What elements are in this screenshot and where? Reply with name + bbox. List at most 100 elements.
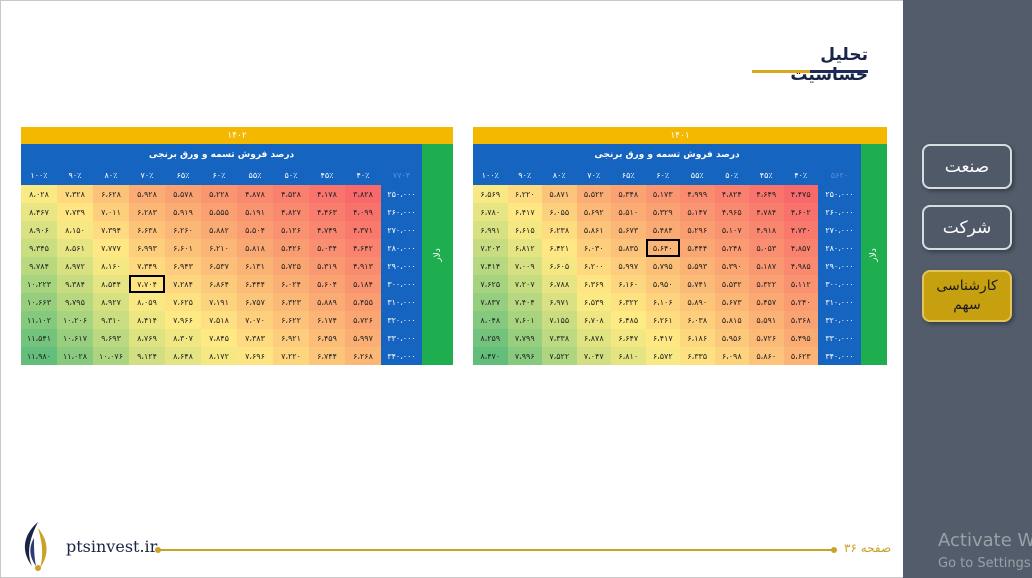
table-cell: ۷،۸۳۷: [473, 293, 508, 311]
table-cell: ۵،۱۴۷: [680, 203, 715, 221]
table-cell: ۶،۴۲۱: [542, 239, 577, 257]
column-header: ۴۰٪: [345, 165, 381, 185]
table-cell: ۸،۰۴۸: [473, 311, 508, 329]
column-header: ۴۵٪: [309, 165, 345, 185]
table-cell: ۵،۶۲۳: [783, 347, 818, 365]
table-cell: ۷،۰۰۹: [507, 257, 542, 275]
sidebar-item-stock-valuation[interactable]: کارشناسی سهم: [922, 270, 1012, 322]
table-cell: ۶،۷۰۸: [576, 311, 611, 329]
table-cell: ۵،۷۹۵: [645, 257, 680, 275]
table-cell: ۵،۰۳۴: [309, 239, 345, 257]
table-cell: ۱۰،۰۷۶: [93, 347, 129, 365]
table-cell: ۸،۶۴۸: [165, 347, 201, 365]
table-cell: ۵،۱۷۳: [645, 185, 680, 203]
column-header: ۱۰۰٪: [21, 165, 57, 185]
table-cell: ۷،۲۲۰: [273, 347, 309, 365]
row-header: ۲۸۰،۰۰۰: [381, 239, 422, 257]
table-cell: ۸،۴۱۴: [129, 311, 165, 329]
table-cell: ۶،۰۲۴: [273, 275, 309, 293]
row-header: ۳۳۰،۰۰۰: [381, 329, 422, 347]
table-cell: ۶،۱۶۰: [611, 275, 646, 293]
table-cell: ۴،۹۶۵: [714, 203, 749, 221]
table-cell: ۴،۹۹۹: [680, 185, 715, 203]
row-header: ۲۵۰،۰۰۰: [381, 185, 422, 203]
table-cell: ۶،۱۸۶: [680, 329, 715, 347]
table-cell: ۵،۸۸۲: [201, 221, 237, 239]
table-cell: ۷،۳۲۸: [57, 185, 93, 203]
column-header: ۱۰۰٪: [473, 165, 508, 185]
table-cell: ۷،۷۹۹: [507, 329, 542, 347]
table-cell: ۸،۳۰۷: [165, 329, 201, 347]
table-cell: ۱۱،۹۸۰: [21, 347, 57, 365]
table-cell: ۸،۰۲۸: [21, 185, 57, 203]
table-cell: ۴،۸۲۷: [273, 203, 309, 221]
column-header: ۶۰٪: [645, 165, 680, 185]
year-header: ۱۴۰۱: [473, 127, 887, 144]
table-cell: ۷،۰۷۰: [237, 311, 273, 329]
table-cell: ۵،۳۱۹: [309, 257, 345, 275]
table-cell: ۴،۶۴۹: [749, 185, 784, 203]
table-cell: ۷،۱۵۵: [542, 311, 577, 329]
table-cell: ۵،۲۹۶: [680, 221, 715, 239]
table-cell: ۹،۶۹۳: [93, 329, 129, 347]
table-cell: ۵،۸۷۱: [542, 185, 577, 203]
column-header: ۶۰٪: [201, 165, 237, 185]
table-cell: ۵،۸۶۱: [576, 221, 611, 239]
table-cell: ۴،۹۱۳: [345, 257, 381, 275]
table-cell: ۸،۴۷۰: [473, 347, 508, 365]
table-cell: ۵،۵۰۴: [237, 221, 273, 239]
table-cell: ۷،۶۲۵: [473, 275, 508, 293]
table-cell: ۵،۵۷۸: [165, 185, 201, 203]
table-cell: ۶،۹۹۱: [473, 221, 508, 239]
table-cell: ۶،۳۳۵: [680, 347, 715, 365]
table-cell: ۵،۷۴۱: [680, 275, 715, 293]
table-cell: ۱۰،۶۶۳: [21, 293, 57, 311]
table-cell: ۸،۱۵۰: [57, 221, 93, 239]
sidebar-item-company[interactable]: شرکت: [922, 205, 1012, 250]
row-header: ۲۷۰،۰۰۰: [381, 221, 422, 239]
table-cell: ۵،۳۴۸: [611, 185, 646, 203]
website-link[interactable]: ptsinvest.ir: [66, 537, 158, 556]
row-header: ۳۳۰،۰۰۰: [818, 329, 861, 347]
table-cell: ۶،۵۷۲: [645, 347, 680, 365]
row-header: ۳۲۰،۰۰۰: [818, 311, 861, 329]
table-cell: ۵،۲۴۰: [783, 293, 818, 311]
table-cell: ۵،۹۹۷: [345, 329, 381, 347]
sensitivity-table-1401: ۱۴۰۱ درصد فروش تسمه و ورق برنجی دلار ۵۶۲۰ ۴۰…: [473, 127, 887, 367]
column-header: ۴۰٪: [783, 165, 818, 185]
table-cell: ۴،۶۴۲: [345, 239, 381, 257]
table-cell: ۴،۶۰۲: [783, 203, 818, 221]
table-cell: ۷،۴۱۴: [473, 257, 508, 275]
table-cell: ۸،۵۶۱: [57, 239, 93, 257]
table-cell: ۵،۶۷۳: [611, 221, 646, 239]
table-cell: ۷،۹۶۶: [165, 311, 201, 329]
table-cell: ۴،۴۷۵: [783, 185, 818, 203]
table-cell: ۶،۴۴۴: [237, 275, 273, 293]
table-cell: ۶،۶۴۷: [611, 329, 646, 347]
table-cell: ۵،۹۵۶: [714, 329, 749, 347]
table-cell: ۷،۳۳۸: [542, 329, 577, 347]
table-cell: ۴،۸۷۸: [237, 185, 273, 203]
table-cell: ۹،۷۸۴: [21, 257, 57, 275]
table-cell: ۶،۳۲۳: [273, 293, 309, 311]
table-cell: ۶،۱۳۱: [237, 257, 273, 275]
table-cell: ۶،۴۸۵: [611, 311, 646, 329]
table-cell: ۵،۸۹۰: [680, 293, 715, 311]
table-cell: ۵،۱۸۴: [345, 275, 381, 293]
table-cell: ۶،۰۳۸: [680, 311, 715, 329]
table-cell: ۸،۱۶۰: [93, 257, 129, 275]
table-cell: ۵،۸۱۵: [714, 311, 749, 329]
column-header: ۵۰٪: [714, 165, 749, 185]
table-cell: ۶،۲۶۰: [165, 221, 201, 239]
row-header: ۲۹۰،۰۰۰: [818, 257, 861, 275]
activation-watermark-sub: Go to Settings: [938, 556, 1031, 571]
row-header: ۲۹۰،۰۰۰: [381, 257, 422, 275]
table-cell: ۵،۱۰۷: [714, 221, 749, 239]
page-number: صفحه ۳۶: [844, 541, 892, 555]
sidebar-item-industry[interactable]: صنعت: [922, 144, 1012, 189]
table-cell: ۸،۵۴۴: [93, 275, 129, 293]
table-cell: ۵،۴۵۷: [749, 293, 784, 311]
row-header: ۳۰۰،۰۰۰: [381, 275, 422, 293]
row-header: ۳۴۰،۰۰۰: [381, 347, 422, 365]
row-header: ۳۲۰،۰۰۰: [381, 311, 422, 329]
